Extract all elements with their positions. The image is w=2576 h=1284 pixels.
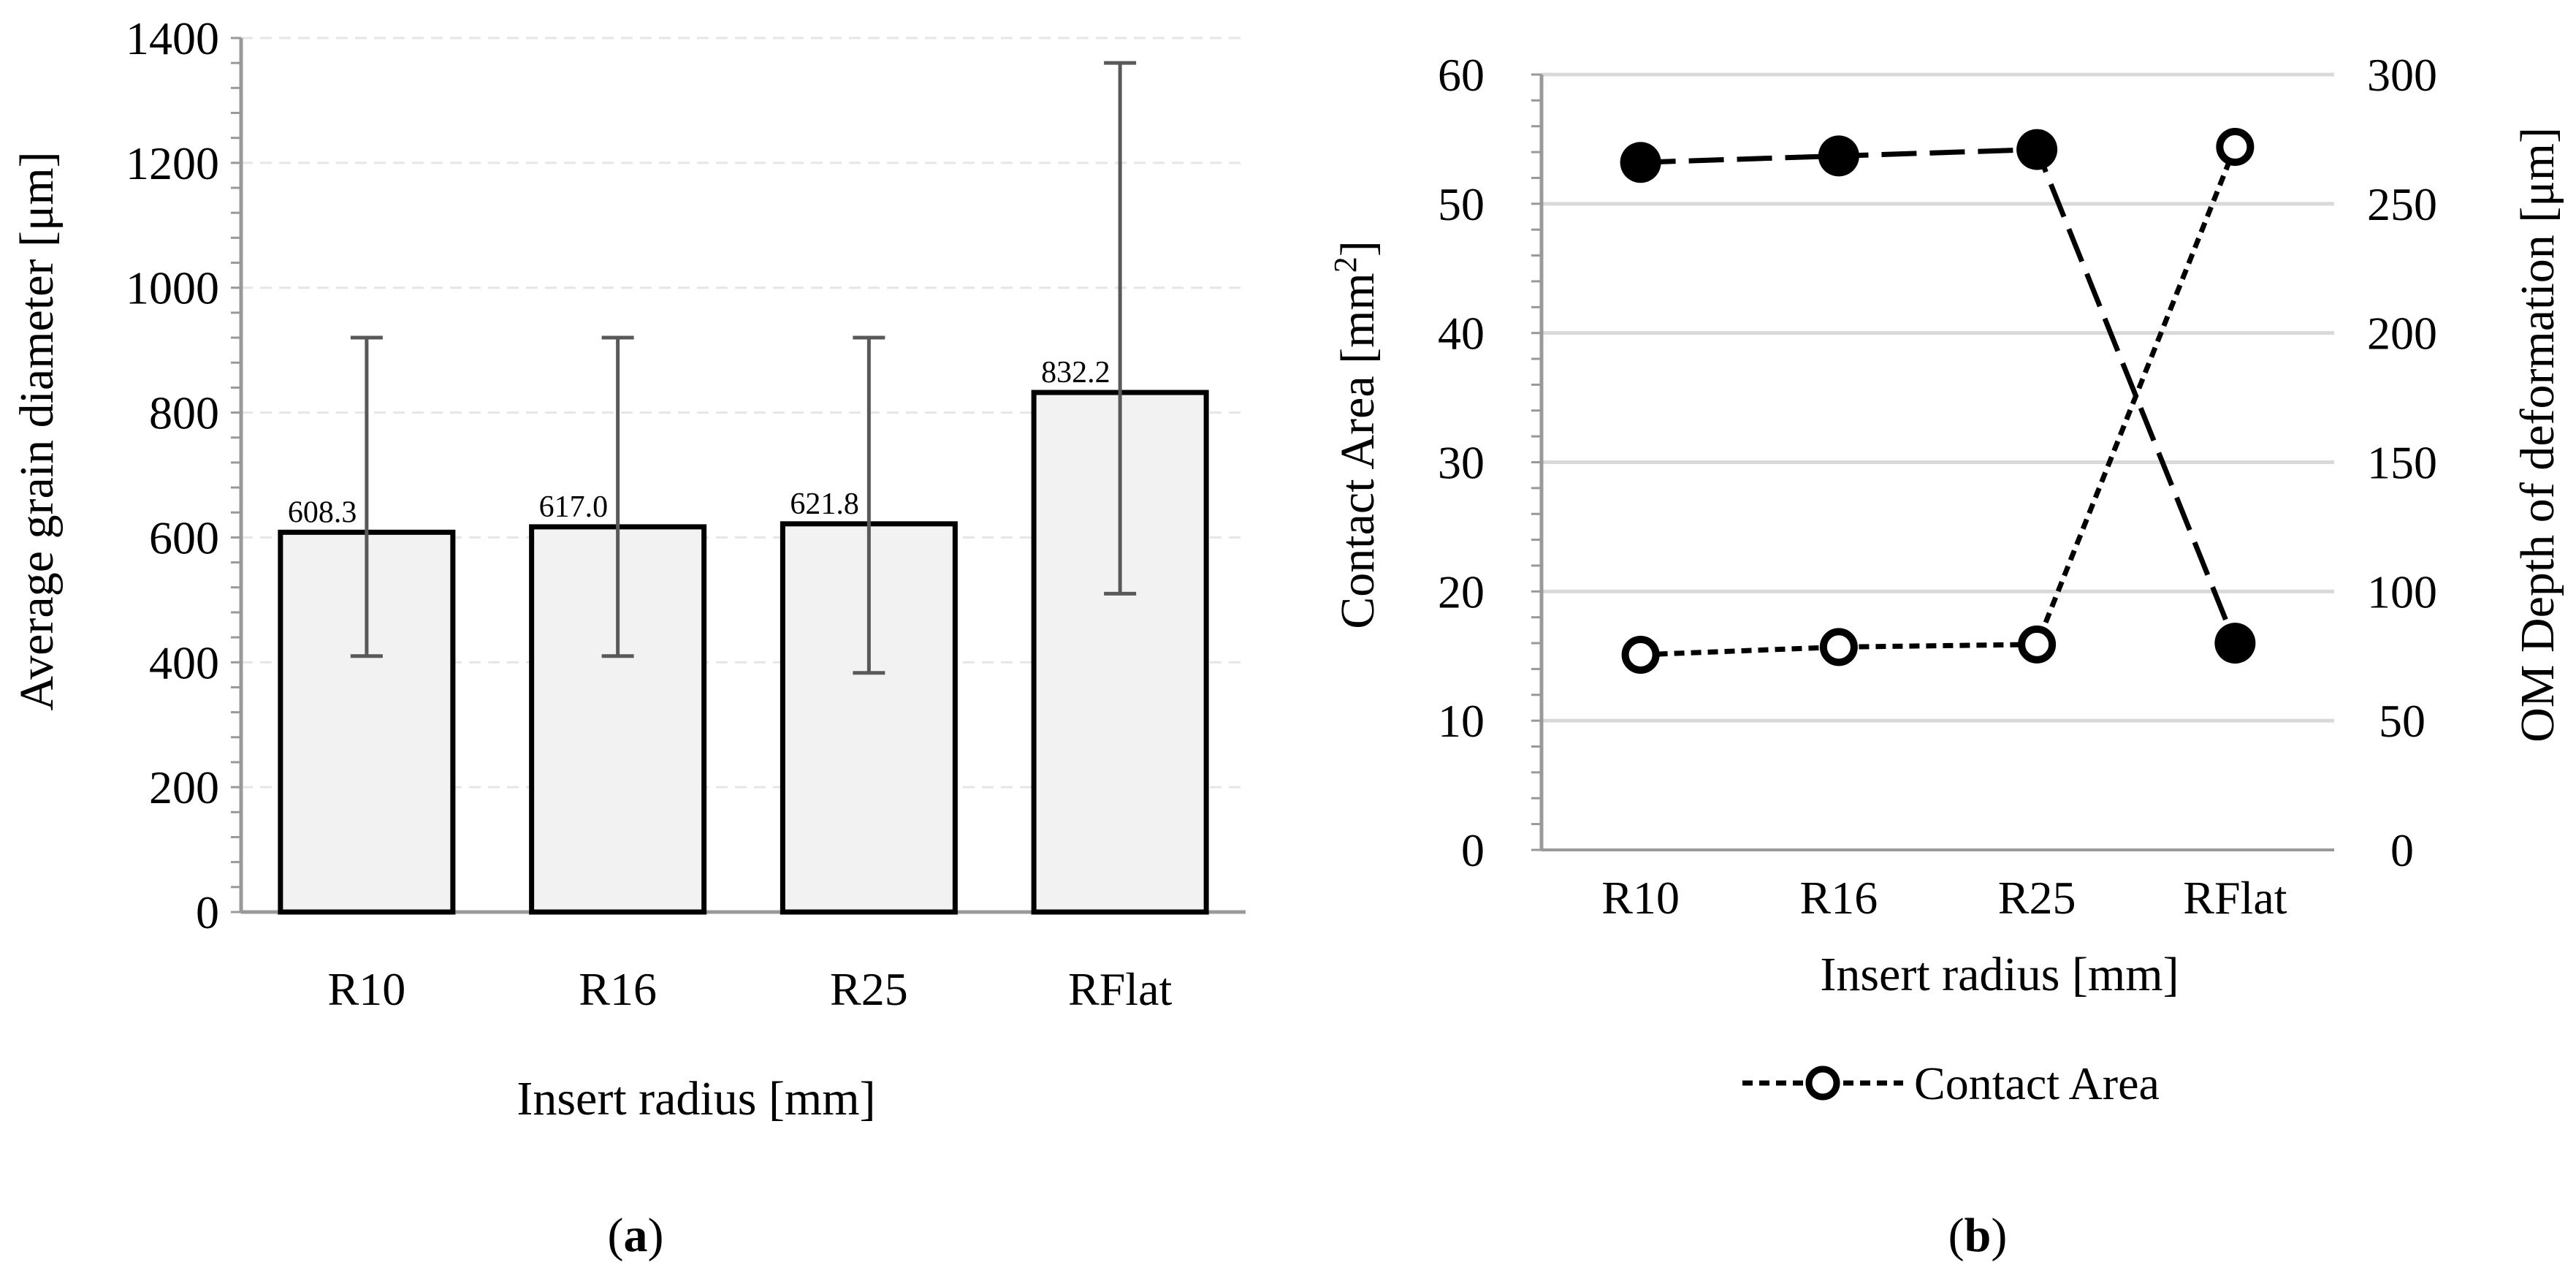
b-x-tick-label: R16 xyxy=(1800,872,1878,924)
b-x-tick-labels: R10 R16 R25 RFlat xyxy=(1601,872,2287,924)
b-right-y-tick-label: 100 xyxy=(2367,566,2437,618)
b-right-y-tick-label: 250 xyxy=(2367,178,2437,230)
a-value-label: 832.2 xyxy=(1041,356,1110,390)
b-right-y-axis-title: OM Depth of deformation [μm] xyxy=(2511,127,2564,742)
b-marker-contact-area xyxy=(1819,628,1858,666)
b-left-y-tick-label: 50 xyxy=(1438,178,1485,230)
b-legend: Contact Area xyxy=(1742,1057,2160,1109)
a-value-labels: 608.3 617.0 621.8 832.2 xyxy=(288,356,1110,529)
b-right-y-tick-label: 0 xyxy=(2390,824,2414,876)
a-x-tick-label: R25 xyxy=(830,963,908,1015)
b-left-y-tick-labels: 0 10 20 30 40 50 60 xyxy=(1438,49,1485,876)
b-series-line-om-depth xyxy=(1640,146,2238,645)
b-x-tick-label: RFlat xyxy=(2183,872,2287,924)
a-y-tick-label: 400 xyxy=(149,637,219,688)
b-right-y-tick-label: 300 xyxy=(2367,49,2437,101)
a-panel-label: (a) xyxy=(608,1209,664,1262)
a-y-tick-label: 600 xyxy=(149,512,219,563)
panel-a-bar-chart: 0 200 400 600 800 1000 1200 1400 608.3 617.0 621.… xyxy=(10,12,1246,1262)
b-left-y-tick-label: 30 xyxy=(1438,437,1485,489)
a-x-tick-label: R16 xyxy=(579,963,657,1015)
a-error-bars xyxy=(350,61,1137,675)
a-y-tick-label: 800 xyxy=(149,387,219,439)
a-value-label: 608.3 xyxy=(288,495,357,529)
a-y-tick-label: 1400 xyxy=(126,12,219,64)
a-y-tick-label: 1000 xyxy=(126,262,219,314)
b-right-y-tick-label: 200 xyxy=(2367,308,2437,360)
b-series xyxy=(1620,128,2256,674)
b-left-y-tick-label: 60 xyxy=(1438,49,1485,101)
a-x-tick-label: RFlat xyxy=(1068,963,1172,1015)
b-x-axis-title: Insert radius [mm] xyxy=(1820,948,2179,1001)
b-right-y-tick-labels: 0 50 100 150 200 250 300 xyxy=(2367,49,2437,876)
a-y-axis-title: Average grain diameter [μm] xyxy=(10,151,64,710)
legend-contact-area-marker xyxy=(1805,1065,1840,1101)
b-series-line-contact-area xyxy=(1640,145,2238,658)
a-y-tick-label: 200 xyxy=(149,761,219,813)
b-panel-label: (b) xyxy=(1948,1209,2008,1262)
legend-contact-area-label: Contact Area xyxy=(1914,1057,2160,1109)
a-y-tick-labels: 0 200 400 600 800 1000 1200 1400 xyxy=(126,12,219,938)
a-value-label: 617.0 xyxy=(539,490,609,524)
b-left-y-tick-label: 20 xyxy=(1438,566,1485,618)
a-bars xyxy=(278,390,1209,915)
b-marker-om-depth xyxy=(1620,142,1661,183)
b-x-tick-label: R25 xyxy=(1998,872,2076,924)
b-x-tick-label: R10 xyxy=(1601,872,1680,924)
b-left-y-axis-title: Contact Area [mm2] xyxy=(1327,240,1384,629)
a-x-axis-title: Insert radius [mm] xyxy=(517,1072,875,1125)
a-x-tick-label: R10 xyxy=(328,963,406,1015)
b-right-y-tick-label: 50 xyxy=(2379,695,2426,747)
a-y-tick-label: 1200 xyxy=(126,137,219,189)
a-y-tick-label: 0 xyxy=(196,886,219,938)
b-marker-contact-area xyxy=(2216,128,2255,167)
b-marker-contact-area xyxy=(2018,625,2057,664)
b-gridlines xyxy=(1542,72,2334,723)
b-left-y-tick-label: 0 xyxy=(1461,824,1485,876)
b-right-y-tick-label: 150 xyxy=(2367,437,2437,489)
a-x-tick-labels: R10 R16 R25 RFlat xyxy=(328,963,1173,1015)
b-marker-om-depth xyxy=(1818,135,1859,177)
a-value-label: 621.8 xyxy=(790,487,859,521)
b-left-y-tick-label: 40 xyxy=(1438,308,1485,360)
b-left-y-tick-label: 10 xyxy=(1438,695,1485,747)
b-marker-om-depth xyxy=(2016,129,2058,170)
b-marker-contact-area xyxy=(1621,635,1660,674)
b-marker-om-depth xyxy=(2214,623,2256,664)
